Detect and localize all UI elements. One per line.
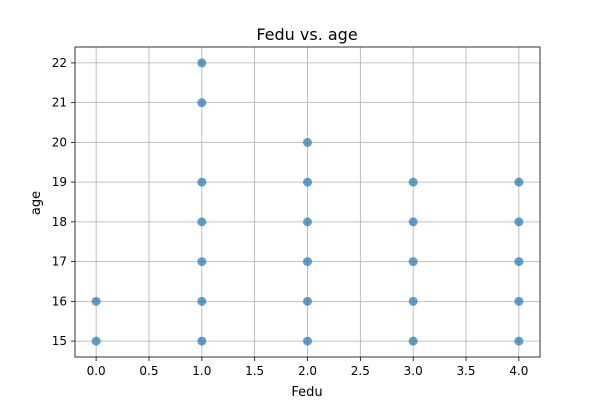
x-tick-label: 2.0	[298, 364, 317, 378]
x-tick-label: 2.5	[351, 364, 370, 378]
data-point	[514, 336, 524, 346]
x-tick-label: 1.5	[245, 364, 264, 378]
y-tick-label: 22	[52, 56, 67, 70]
data-point	[303, 217, 312, 227]
chart-title: Fedu vs. age	[256, 25, 357, 44]
data-point	[303, 177, 312, 187]
data-point	[408, 177, 418, 187]
data-point	[303, 257, 312, 267]
data-point	[303, 137, 312, 147]
ticks-layer: 0.0 0.5 1.0 1.5 2.0 2.5 3.0 3.5 4.0 15 16 17 18 19 20 2…	[52, 56, 529, 378]
data-point	[514, 177, 524, 187]
y-tick-label: 16	[52, 294, 67, 308]
data-point	[197, 177, 207, 187]
data-point	[514, 257, 524, 267]
x-tick-label: 0.5	[139, 364, 158, 378]
y-tick-label: 19	[52, 175, 67, 189]
data-point	[408, 257, 418, 267]
data-point	[303, 336, 312, 346]
data-point	[197, 217, 207, 227]
y-tick-label: 18	[52, 215, 67, 229]
x-tick-label: 3.0	[404, 364, 423, 378]
y-tick-label: 21	[52, 96, 67, 110]
x-tick-label: 0.0	[87, 364, 106, 378]
y-axis-label: age	[29, 191, 44, 215]
x-tick-label: 1.0	[192, 364, 211, 378]
data-point	[91, 296, 101, 306]
data-point	[197, 296, 207, 306]
points-layer	[91, 58, 524, 346]
data-point	[303, 296, 312, 306]
data-point	[91, 336, 101, 346]
data-point	[197, 58, 207, 68]
x-axis-label: Fedu	[291, 385, 322, 400]
data-point	[514, 217, 524, 227]
x-tick-label: 4.0	[509, 364, 528, 378]
data-point	[408, 296, 418, 306]
data-point	[408, 217, 418, 227]
data-point	[197, 336, 207, 346]
y-tick-label: 15	[52, 334, 67, 348]
y-tick-label: 20	[52, 135, 67, 149]
x-tick-label: 3.5	[456, 364, 475, 378]
data-point	[514, 296, 524, 306]
data-point	[197, 98, 207, 108]
y-tick-label: 17	[52, 255, 67, 269]
data-point	[408, 336, 418, 346]
data-point	[197, 257, 207, 267]
